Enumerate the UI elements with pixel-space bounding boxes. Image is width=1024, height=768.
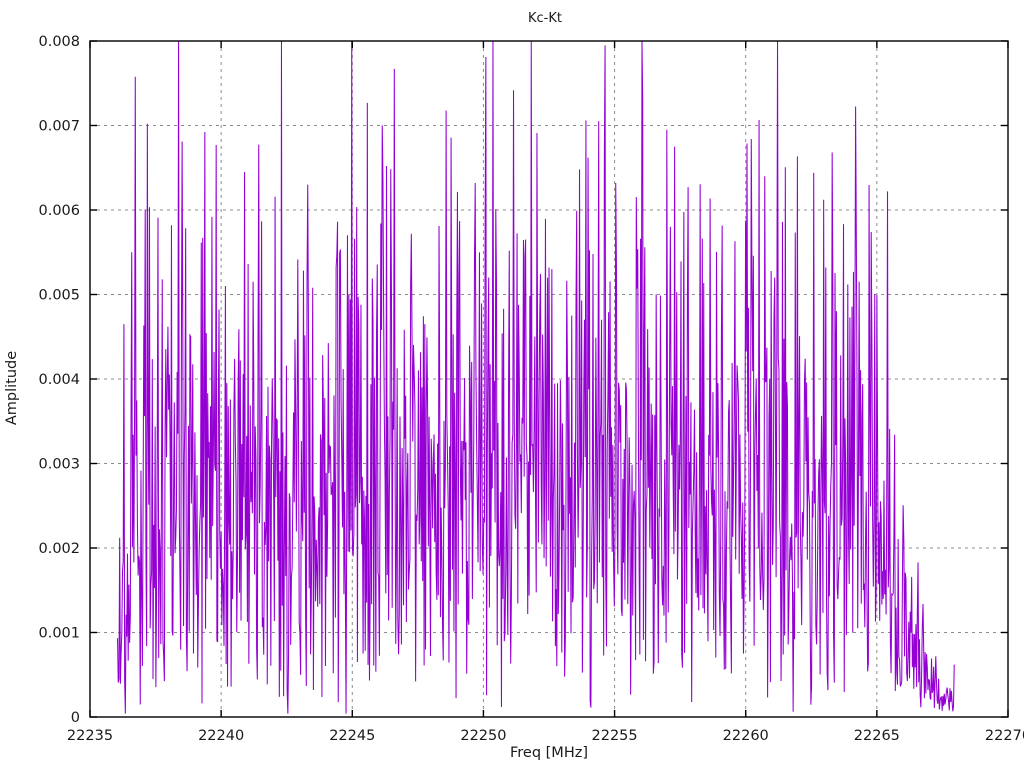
y-tick-label: 0.006 <box>38 203 80 219</box>
y-tick-label: 0.004 <box>38 372 80 388</box>
x-tick-label: 22270 <box>985 728 1024 744</box>
y-tick-label: 0.007 <box>38 119 80 135</box>
x-tick-label: 22260 <box>723 728 769 744</box>
y-tick-label: 0.005 <box>38 288 80 304</box>
tick-marks <box>89 40 1009 718</box>
x-tick-label: 22265 <box>854 728 900 744</box>
y-tick-label: 0.008 <box>38 34 80 50</box>
y-tick-label: 0 <box>71 710 80 726</box>
y-tick-label: 0.001 <box>38 626 80 642</box>
x-tick-label: 22240 <box>198 728 244 744</box>
y-axis-label: Amplitude <box>4 351 20 425</box>
data-series-kc-kt <box>117 40 955 714</box>
y-tick-label: 0.002 <box>38 541 80 557</box>
x-tick-label: 22245 <box>329 728 375 744</box>
x-tick-label: 22250 <box>460 728 506 744</box>
x-tick-label: 22255 <box>592 728 638 744</box>
chart-title: Kc-Kt <box>528 11 562 26</box>
y-tick-label: 0.003 <box>38 457 80 473</box>
x-axis-label: Freq [MHz] <box>510 745 588 761</box>
x-tick-label: 22235 <box>67 728 113 744</box>
tick-labels: 0 0.001 0.002 0.003 0.004 0.005 0.006 0.007 0.00… <box>38 34 1024 744</box>
data-series-layer <box>117 40 955 714</box>
